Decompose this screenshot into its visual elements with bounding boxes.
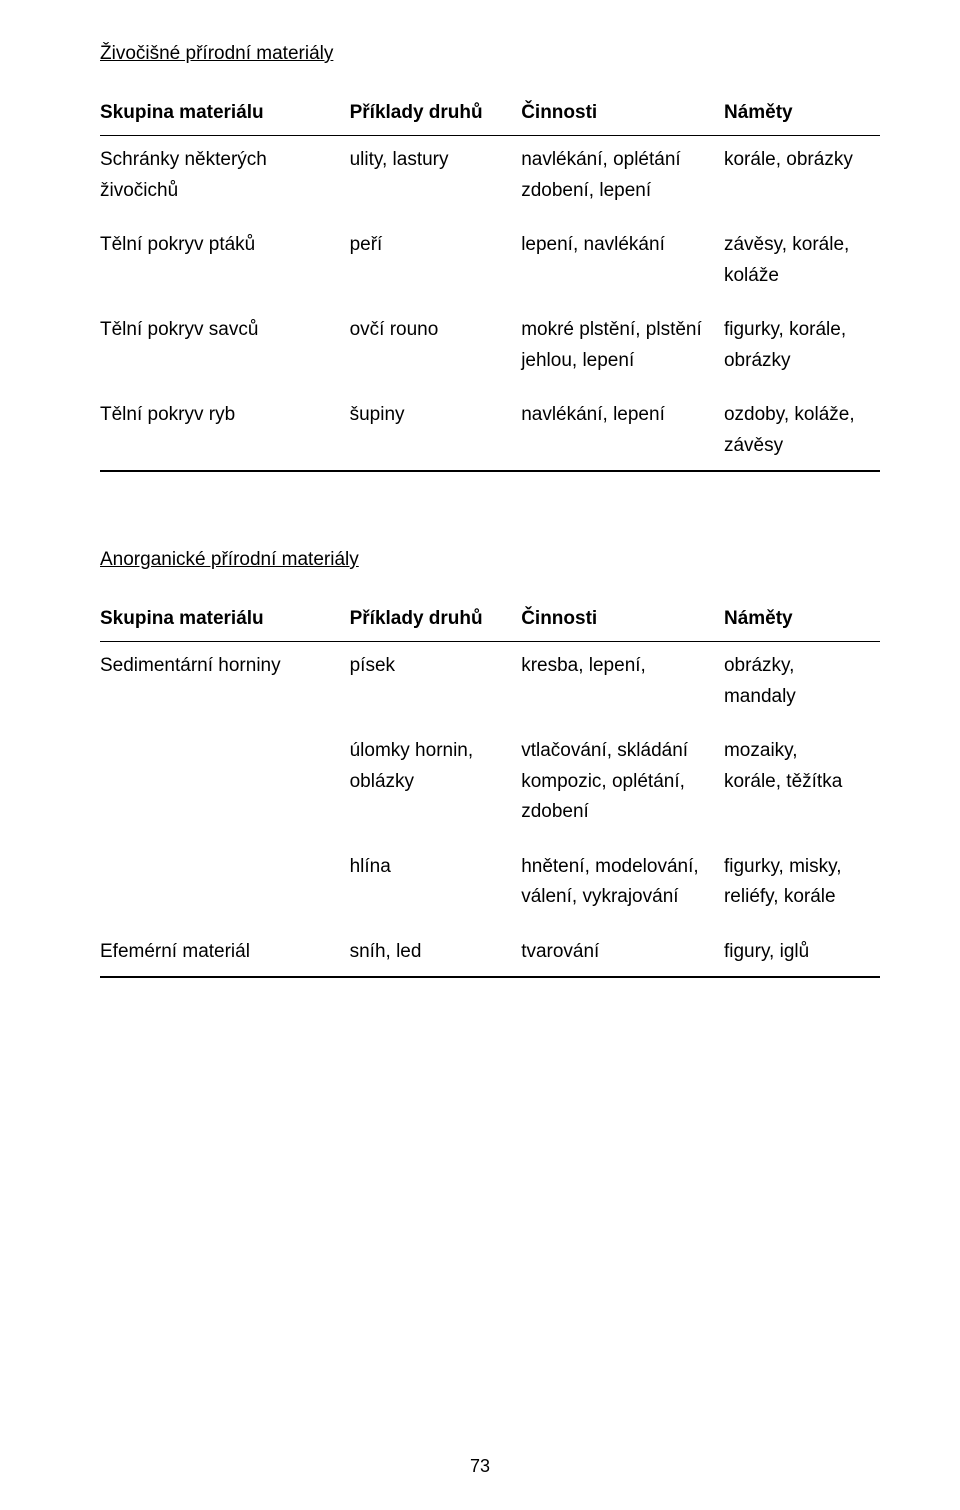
cell: vtlačování, skládání [521,737,724,766]
table-row: jehlou, lepení obrázky [100,347,880,376]
cell [100,853,350,882]
cell [100,798,350,827]
table-row: Schránky některých ulity, lastury navlék… [100,146,880,175]
cell: navlékání, oplétání [521,146,724,175]
table-row: Sedimentární horniny písek kresba, lepen… [100,652,880,681]
cell [100,347,350,376]
table-header-row: Skupina materiálu Příklady druhů Činnost… [100,605,880,634]
cell: mokré plstění, plstění [521,316,724,345]
cell: figurky, korále, [724,316,880,345]
cell: úlomky hornin, [350,737,522,766]
table-row: zdobení [100,798,880,827]
cell: korále, těžítka [724,768,880,797]
cell: závěsy, korále, [724,231,880,260]
table-row: Tělní pokryv ptáků peří lepení, navlékán… [100,231,880,260]
cell: reliéfy, korále [724,883,880,912]
cell: Tělní pokryv savců [100,316,350,345]
cell: obrázky, [724,652,880,681]
cell: peří [350,231,522,260]
divider [100,641,880,642]
table-row: Tělní pokryv ryb šupiny navlékání, lepen… [100,401,880,430]
cell [521,262,724,291]
column-header: Náměty [724,99,880,128]
column-header: Skupina materiálu [100,99,350,128]
section-title: Živočišné přírodní materiály [100,40,880,69]
column-header: Příklady druhů [350,605,522,634]
cell [724,798,880,827]
table-row: oblázky kompozic, oplétání, korále, těží… [100,768,880,797]
table-row: závěsy [100,432,880,461]
divider [100,470,880,472]
cell [350,883,522,912]
cell [521,432,724,461]
table-row: hlína hnětení, modelování, figurky, misk… [100,853,880,882]
cell: ozdoby, koláže, [724,401,880,430]
cell: Sedimentární horniny [100,652,350,681]
cell [521,683,724,712]
cell [724,177,880,206]
cell: zdobení [521,798,724,827]
table-header-row: Skupina materiálu Příklady druhů Činnost… [100,99,880,128]
column-header: Činnosti [521,99,724,128]
cell: mandaly [724,683,880,712]
table-row: živočichů zdobení, lepení [100,177,880,206]
cell: koláže [724,262,880,291]
cell: závěsy [724,432,880,461]
cell: písek [350,652,522,681]
page-number: 73 [0,1453,960,1480]
column-header: Činnosti [521,605,724,634]
cell [100,262,350,291]
column-header: Skupina materiálu [100,605,350,634]
cell: Tělní pokryv ptáků [100,231,350,260]
cell: obrázky [724,347,880,376]
cell: figury, iglů [724,938,880,967]
column-header: Náměty [724,605,880,634]
cell: sníh, led [350,938,522,967]
divider [100,976,880,978]
cell: kompozic, oplétání, [521,768,724,797]
cell: hlína [350,853,522,882]
cell [100,883,350,912]
cell: figurky, misky, [724,853,880,882]
table-row: Efemérní materiál sníh, led tvarování fi… [100,938,880,967]
cell [100,768,350,797]
cell: hnětení, modelování, [521,853,724,882]
cell [350,262,522,291]
cell [100,683,350,712]
cell [350,177,522,206]
table-row: úlomky hornin, vtlačování, skládání moza… [100,737,880,766]
cell: korále, obrázky [724,146,880,175]
cell: válení, vykrajování [521,883,724,912]
table-row: Tělní pokryv savců ovčí rouno mokré plst… [100,316,880,345]
cell: navlékání, lepení [521,401,724,430]
table-row: mandaly [100,683,880,712]
cell [100,432,350,461]
cell: živočichů [100,177,350,206]
table-row: koláže [100,262,880,291]
page: Živočišné přírodní materiály Skupina mat… [0,0,960,1510]
cell: Efemérní materiál [100,938,350,967]
cell: šupiny [350,401,522,430]
cell: oblázky [350,768,522,797]
table-row: válení, vykrajování reliéfy, korále [100,883,880,912]
divider [100,135,880,136]
cell [350,798,522,827]
cell [350,432,522,461]
cell [350,347,522,376]
cell: lepení, navlékání [521,231,724,260]
cell: Tělní pokryv ryb [100,401,350,430]
cell: kresba, lepení, [521,652,724,681]
cell: mozaiky, [724,737,880,766]
column-header: Příklady druhů [350,99,522,128]
cell: jehlou, lepení [521,347,724,376]
cell: ulity, lastury [350,146,522,175]
cell: zdobení, lepení [521,177,724,206]
section-title: Anorganické přírodní materiály [100,546,880,575]
cell: ovčí rouno [350,316,522,345]
cell [350,683,522,712]
cell: tvarování [521,938,724,967]
cell: Schránky některých [100,146,350,175]
cell [100,737,350,766]
